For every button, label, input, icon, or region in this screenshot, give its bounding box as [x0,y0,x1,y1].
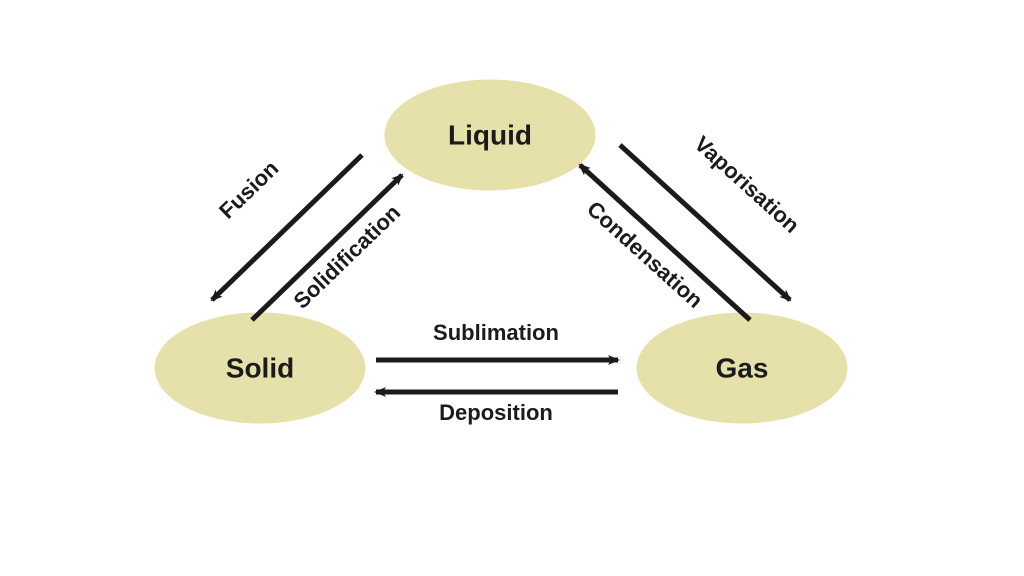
edge-vaporisation: Vaporisation [620,131,804,300]
edge-solidification: Solidification [252,175,405,320]
edge-condensation-label: Condensation [582,196,708,313]
node-gas-label: Gas [716,352,769,383]
edge-deposition-label: Deposition [439,400,553,425]
edge-sublimation-label: Sublimation [433,320,559,345]
node-liquid-label: Liquid [448,119,532,150]
edge-sublimation: Sublimation [376,320,618,360]
node-solid-label: Solid [226,352,294,383]
phase-diagram: Liquid Solid Gas Fusion Solidification V… [0,0,1024,576]
edge-solidification-label: Solidification [288,200,405,314]
node-gas: Gas [637,313,847,423]
node-solid: Solid [155,313,365,423]
node-liquid: Liquid [385,80,595,190]
edge-deposition: Deposition [376,392,618,425]
edge-fusion-label: Fusion [214,156,283,224]
